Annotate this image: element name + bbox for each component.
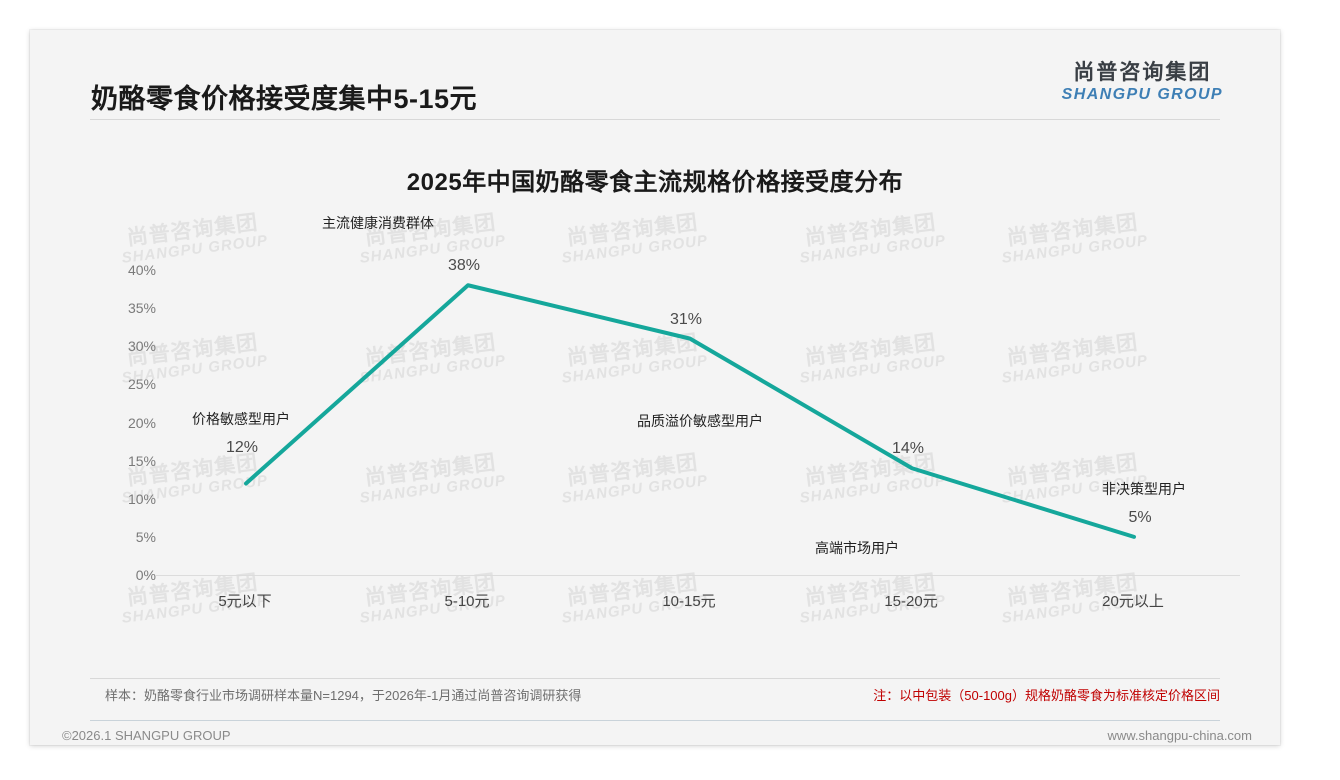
data-value-label: 31%: [669, 310, 703, 328]
x-axis-tick: 20元以上: [1102, 593, 1164, 610]
y-axis-tick: 0%: [135, 567, 156, 583]
y-axis-tick: 20%: [127, 414, 156, 431]
data-annotation-label: 价格敏感型用户: [192, 410, 290, 427]
data-value-label: 12%: [225, 438, 259, 456]
brand-logo-en: SHANGPU GROUP: [1061, 86, 1223, 103]
data-annotation-label: 非决策型用户: [1102, 480, 1186, 497]
y-axis-tick: 40%: [127, 262, 156, 278]
y-axis-tick: 35%: [127, 300, 156, 317]
brand-logo: 尚普咨询集团 SHANGPU GROUP: [1062, 62, 1223, 103]
y-axis-tick: 10%: [127, 490, 156, 507]
y-axis-tick: 30%: [127, 338, 156, 355]
data-annotation-label: 主流健康消费群体: [322, 215, 434, 232]
page-title: 奶酪零食价格接受度集中5-15元: [91, 84, 478, 114]
data-annotation-label: 品质溢价敏感型用户: [637, 412, 763, 429]
methodology-note: 注：以中包装（50-100g）规格奶酪零食为标准核定价格区间: [873, 688, 1220, 703]
website-link[interactable]: www.shangpu-china.com: [1107, 728, 1252, 743]
copyright-text: ©2026.1 SHANGPU GROUP: [62, 728, 231, 743]
slide-header: 奶酪零食价格接受度集中5-15元 尚普咨询集团 SHANGPU GROUP: [30, 30, 1280, 120]
line-series-path: [244, 283, 1136, 539]
slide-canvas: 尚普咨询集团 SHANGPU GROUP 尚普咨询集团 SHANGPU GROUP 尚普…: [30, 30, 1280, 745]
data-value-label: 38%: [447, 257, 481, 275]
y-axis-tick: 15%: [127, 452, 156, 469]
footer-divider: [90, 720, 1220, 721]
x-axis-tick: 5-10元: [444, 593, 490, 610]
x-axis-tick: 10-15元: [662, 593, 716, 610]
sample-note: 样本：奶酪零食行业市场调研样本量N=1294，于2026年-1月通过尚普咨询调研…: [105, 688, 582, 703]
brand-logo-cn: 尚普咨询集团: [1073, 61, 1212, 84]
line-series-svg: [244, 283, 1136, 539]
data-value-label: 5%: [1128, 508, 1152, 526]
data-annotation-label: 高端市场用户: [815, 540, 899, 557]
note-divider: [90, 678, 1220, 679]
y-axis-tick: 5%: [135, 528, 156, 545]
header-divider: [90, 119, 1220, 120]
data-value-label: 14%: [891, 440, 925, 458]
x-axis-tick: 15-20元: [884, 593, 938, 610]
y-axis-tick: 25%: [127, 376, 156, 393]
chart-plot-area: 0% 5% 10% 15% 20% 25% 30% 35% 40% 5元以下 5-10元 10-15…: [80, 215, 1240, 645]
x-axis-line: [156, 575, 1240, 576]
chart-title: 2025年中国奶酪零食主流规格价格接受度分布: [406, 169, 904, 196]
x-axis-tick: 5元以下: [218, 593, 272, 610]
